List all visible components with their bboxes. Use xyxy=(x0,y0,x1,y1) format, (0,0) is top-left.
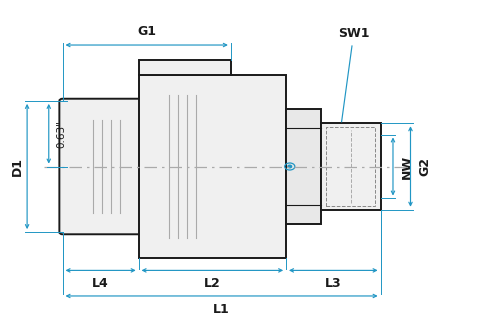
Bar xyxy=(321,123,381,210)
Bar xyxy=(139,60,231,75)
Circle shape xyxy=(288,165,292,168)
Text: L1: L1 xyxy=(213,303,230,316)
Text: 0.63": 0.63" xyxy=(56,120,66,148)
Bar xyxy=(326,127,375,206)
Text: L2: L2 xyxy=(204,277,221,290)
Text: L4: L4 xyxy=(92,277,109,290)
Bar xyxy=(286,109,321,224)
FancyBboxPatch shape xyxy=(60,99,142,234)
Text: NW: NW xyxy=(401,155,414,178)
Text: G2: G2 xyxy=(419,157,432,176)
Text: G1: G1 xyxy=(137,25,156,38)
Text: D1: D1 xyxy=(11,157,24,176)
Text: SW1: SW1 xyxy=(338,27,370,40)
Bar xyxy=(139,75,286,258)
Text: L3: L3 xyxy=(325,277,342,290)
